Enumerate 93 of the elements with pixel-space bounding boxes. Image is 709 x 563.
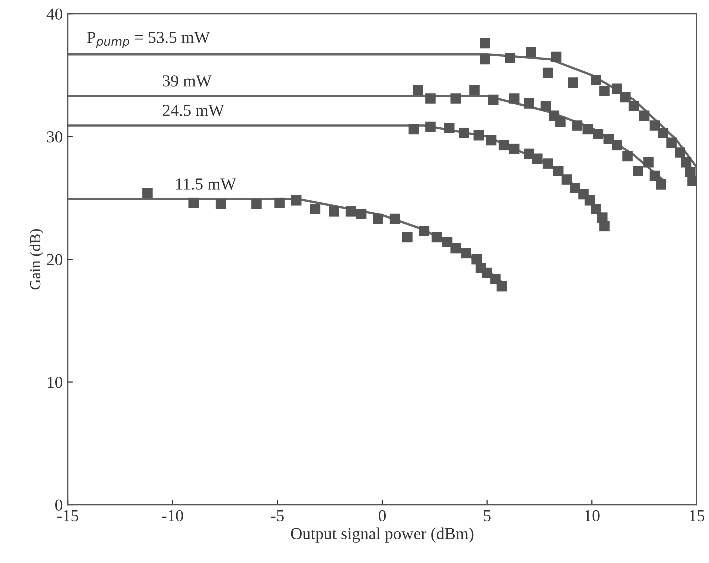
point: [373, 214, 384, 224]
point: [591, 204, 602, 214]
point: [675, 148, 686, 158]
point: [480, 38, 490, 49]
point: [556, 116, 566, 128]
point: [540, 100, 552, 112]
series-label: 24.5 mW: [163, 105, 224, 116]
point: [470, 85, 480, 96]
point: [450, 243, 462, 254]
point: [252, 199, 262, 210]
point: [650, 120, 660, 131]
point: [572, 120, 583, 131]
point: [584, 195, 596, 206]
point: [524, 148, 534, 160]
point: [582, 124, 594, 135]
point: [474, 130, 484, 141]
point: [291, 195, 302, 206]
point: [628, 100, 640, 112]
point: [568, 78, 578, 88]
point: [656, 180, 666, 190]
series-label: 39 mW: [163, 76, 212, 87]
point: [542, 68, 554, 78]
point: [486, 135, 497, 146]
point: [390, 214, 400, 224]
point: [639, 110, 650, 122]
point: [612, 84, 622, 94]
point: [644, 157, 654, 168]
point: [356, 208, 367, 220]
point: [274, 198, 285, 208]
point: [526, 46, 536, 58]
point: [472, 254, 482, 265]
point: [600, 86, 610, 97]
x-tick-label: 0: [378, 510, 386, 522]
x-tick-label: -5: [271, 510, 284, 522]
y-tick-label: 20: [47, 254, 63, 266]
point: [622, 151, 633, 162]
point: [329, 206, 340, 217]
y-tick-label: 40: [46, 8, 63, 20]
point: [505, 53, 516, 64]
point: [426, 94, 436, 104]
y-tick-label: 30: [47, 132, 63, 143]
point: [461, 248, 472, 259]
point: [532, 154, 543, 164]
point: [604, 134, 614, 144]
point: [509, 94, 520, 104]
point: [488, 94, 499, 106]
point: [498, 140, 510, 151]
point: [681, 157, 692, 168]
point: [509, 144, 520, 154]
point: [142, 188, 153, 198]
point: [570, 183, 581, 194]
point: [444, 123, 455, 134]
point: [524, 98, 534, 109]
series-label: 11.5 mW: [176, 178, 236, 190]
point: [620, 92, 631, 103]
y-axis-title: Gain (dB): [30, 229, 44, 290]
x-tick-label: 10: [585, 510, 600, 522]
point: [591, 75, 602, 86]
point: [432, 232, 442, 243]
point: [346, 206, 356, 217]
point: [480, 54, 490, 65]
point: [450, 94, 462, 104]
point: [442, 237, 453, 248]
point: [658, 128, 669, 138]
point: [553, 166, 564, 176]
x-tick-label: -10: [162, 510, 184, 522]
point: [496, 281, 508, 292]
y-tick-label: 0: [56, 500, 63, 511]
point: [310, 204, 321, 214]
point: [633, 166, 644, 176]
x-tick-label: -15: [58, 510, 79, 522]
point: [666, 138, 677, 148]
point: [542, 158, 554, 169]
point: [593, 129, 604, 140]
point: [482, 268, 492, 278]
point: [459, 128, 470, 138]
point: [562, 174, 572, 185]
point: [216, 199, 226, 210]
point: [600, 221, 610, 232]
x-tick-label: 15: [690, 510, 705, 522]
point: [612, 140, 622, 151]
point: [188, 198, 199, 208]
y-tick-label: 10: [48, 376, 63, 388]
point: [551, 52, 562, 62]
point: [402, 232, 413, 243]
point: [419, 226, 430, 236]
point: [688, 176, 697, 186]
x-tick-label: 5: [484, 510, 491, 522]
point: [412, 85, 424, 96]
point: [426, 122, 436, 132]
x-axis-title: Output signal power (dBm): [291, 528, 474, 543]
series-label: P$_{pump}$ = 53.5 mW: [87, 32, 210, 48]
point: [408, 124, 420, 135]
